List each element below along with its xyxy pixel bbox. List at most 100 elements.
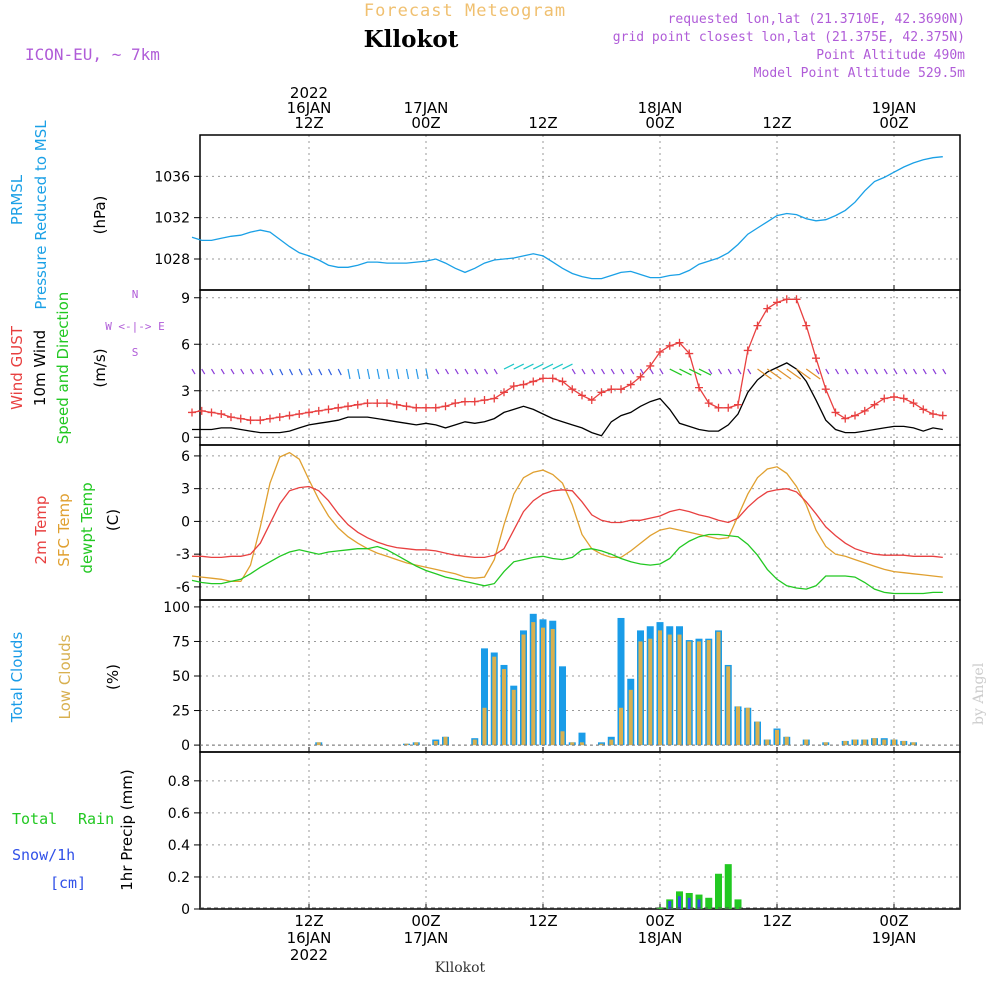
pressure-panel: 1028 1032 1036 bbox=[154, 134, 961, 291]
top-time-label: 00Z bbox=[645, 114, 674, 132]
wind-gust-point bbox=[539, 374, 547, 383]
wind-arrow bbox=[220, 368, 225, 375]
wind-gust-point bbox=[295, 410, 304, 418]
total-cloud-bar bbox=[617, 617, 625, 746]
y-tick-label: 0 bbox=[181, 514, 190, 530]
wind-arrow bbox=[912, 368, 918, 375]
top-time-label: 16JAN bbox=[287, 99, 332, 117]
wind-gust-point bbox=[441, 402, 450, 411]
wind-arrow bbox=[415, 368, 419, 380]
wind-arrow bbox=[493, 368, 498, 375]
wind-arrow bbox=[864, 368, 869, 375]
wind-gust-point bbox=[217, 410, 226, 418]
wind-gust-point bbox=[461, 397, 469, 406]
wind-arrow bbox=[581, 368, 586, 375]
wind-arrow bbox=[796, 368, 811, 380]
low-cloud-bar bbox=[482, 707, 487, 746]
wind-gust-point bbox=[782, 295, 791, 304]
low-cloud-bar bbox=[472, 739, 477, 746]
low-cloud-bar bbox=[882, 739, 887, 746]
wind-frame bbox=[199, 289, 961, 446]
wind-arrow bbox=[873, 368, 879, 375]
wind-arrow bbox=[922, 368, 927, 375]
wind-arrow bbox=[747, 368, 752, 375]
wind-arrow bbox=[366, 368, 371, 380]
forecast-title: Forecast Meteogram bbox=[364, 1, 566, 21]
wind-gust-label: Wind GUST bbox=[8, 325, 26, 410]
rain-bar bbox=[705, 897, 713, 909]
wind-arrow bbox=[279, 368, 284, 376]
bottom-time-label: 12Z bbox=[528, 912, 557, 930]
precip-panel: 0 0.2 0.4 0.6 0.8 bbox=[168, 751, 961, 918]
wind-arrow bbox=[503, 363, 515, 370]
top-time-label: 18JAN bbox=[638, 99, 683, 117]
wind-gust-point bbox=[431, 403, 440, 412]
wind-gust-point bbox=[548, 374, 557, 383]
rain-bar bbox=[724, 864, 732, 909]
wind-gust-point bbox=[665, 341, 674, 350]
temp-2m-line bbox=[192, 485, 943, 559]
wind-arrow bbox=[659, 368, 664, 375]
y-tick-label: 6 bbox=[181, 449, 190, 465]
wind-arrow bbox=[776, 368, 792, 380]
bottom-time-label: 12Z bbox=[762, 912, 791, 930]
top-time-label: 12Z bbox=[528, 114, 557, 132]
wind-10m-label: 10m Wind bbox=[31, 330, 49, 406]
wind-gust-point bbox=[870, 400, 879, 409]
low-cloud-bar bbox=[550, 629, 555, 746]
low-cloud-bar bbox=[599, 743, 604, 746]
wind-gust-point bbox=[227, 413, 235, 422]
wind-gust-point bbox=[285, 411, 294, 420]
wind-gust-point bbox=[314, 406, 323, 415]
bottom-time-label: 19JAN bbox=[872, 929, 917, 947]
top-time-label: 17JAN bbox=[404, 99, 449, 117]
wind-gust-point bbox=[792, 295, 801, 304]
precip-axis-label: 1hr Precip (mm) bbox=[118, 769, 136, 890]
y-tick-label: 9 bbox=[181, 291, 190, 307]
footer-station: Kllokot bbox=[435, 960, 486, 976]
wind-arrow bbox=[600, 368, 606, 375]
wind-gust-point bbox=[607, 385, 616, 394]
wind-gust-point bbox=[685, 349, 694, 358]
grid-point-coords: grid point closest lon,lat (21.375E, 42.… bbox=[613, 30, 965, 45]
y-tick-label: 0.8 bbox=[168, 774, 190, 790]
wind-gust-point bbox=[929, 410, 937, 418]
wind-gust-point bbox=[636, 372, 645, 381]
low-cloud-bar bbox=[414, 742, 419, 746]
wind-arrow bbox=[269, 368, 274, 376]
wind-arrow bbox=[727, 368, 732, 375]
wind-arrow bbox=[805, 368, 821, 380]
low-cloud-bar bbox=[853, 739, 857, 746]
low-cloud-bar bbox=[658, 630, 662, 746]
wind-gust-point bbox=[207, 408, 216, 417]
wind-gust-point bbox=[470, 397, 479, 406]
wind-gust-point bbox=[899, 394, 908, 403]
station-name: Kllokot bbox=[364, 26, 459, 53]
low-cloud-bar bbox=[638, 641, 643, 746]
total-cloud-bar bbox=[559, 666, 566, 746]
snow-bar bbox=[668, 900, 672, 909]
wind-gust-point bbox=[695, 383, 703, 392]
clouds-unit: (%) bbox=[104, 664, 122, 690]
y-tick-label: 0 bbox=[181, 738, 190, 754]
wind-arrow bbox=[717, 368, 723, 375]
wind-gust-point bbox=[851, 411, 859, 420]
low-cloud-bar bbox=[765, 739, 770, 746]
snow-bar bbox=[678, 896, 681, 909]
low-cloud-bar bbox=[911, 742, 916, 746]
wind-arrow bbox=[405, 368, 410, 380]
wind-arrow bbox=[513, 363, 525, 370]
low-cloud-bar bbox=[892, 739, 896, 746]
wind-arrow bbox=[444, 368, 450, 375]
y-tick-label: 3 bbox=[181, 482, 190, 498]
wind-arrow bbox=[240, 368, 245, 375]
low-cloud-bar bbox=[648, 638, 653, 746]
wind-gust-point bbox=[714, 403, 723, 412]
wind-gust-point bbox=[841, 414, 850, 423]
wind-arrow bbox=[201, 368, 206, 375]
y-tick-label: 0 bbox=[181, 430, 190, 446]
y-tick-label: 1036 bbox=[154, 169, 190, 185]
wind-unit: (m/s) bbox=[91, 348, 109, 387]
wind-gust-point bbox=[753, 321, 762, 330]
